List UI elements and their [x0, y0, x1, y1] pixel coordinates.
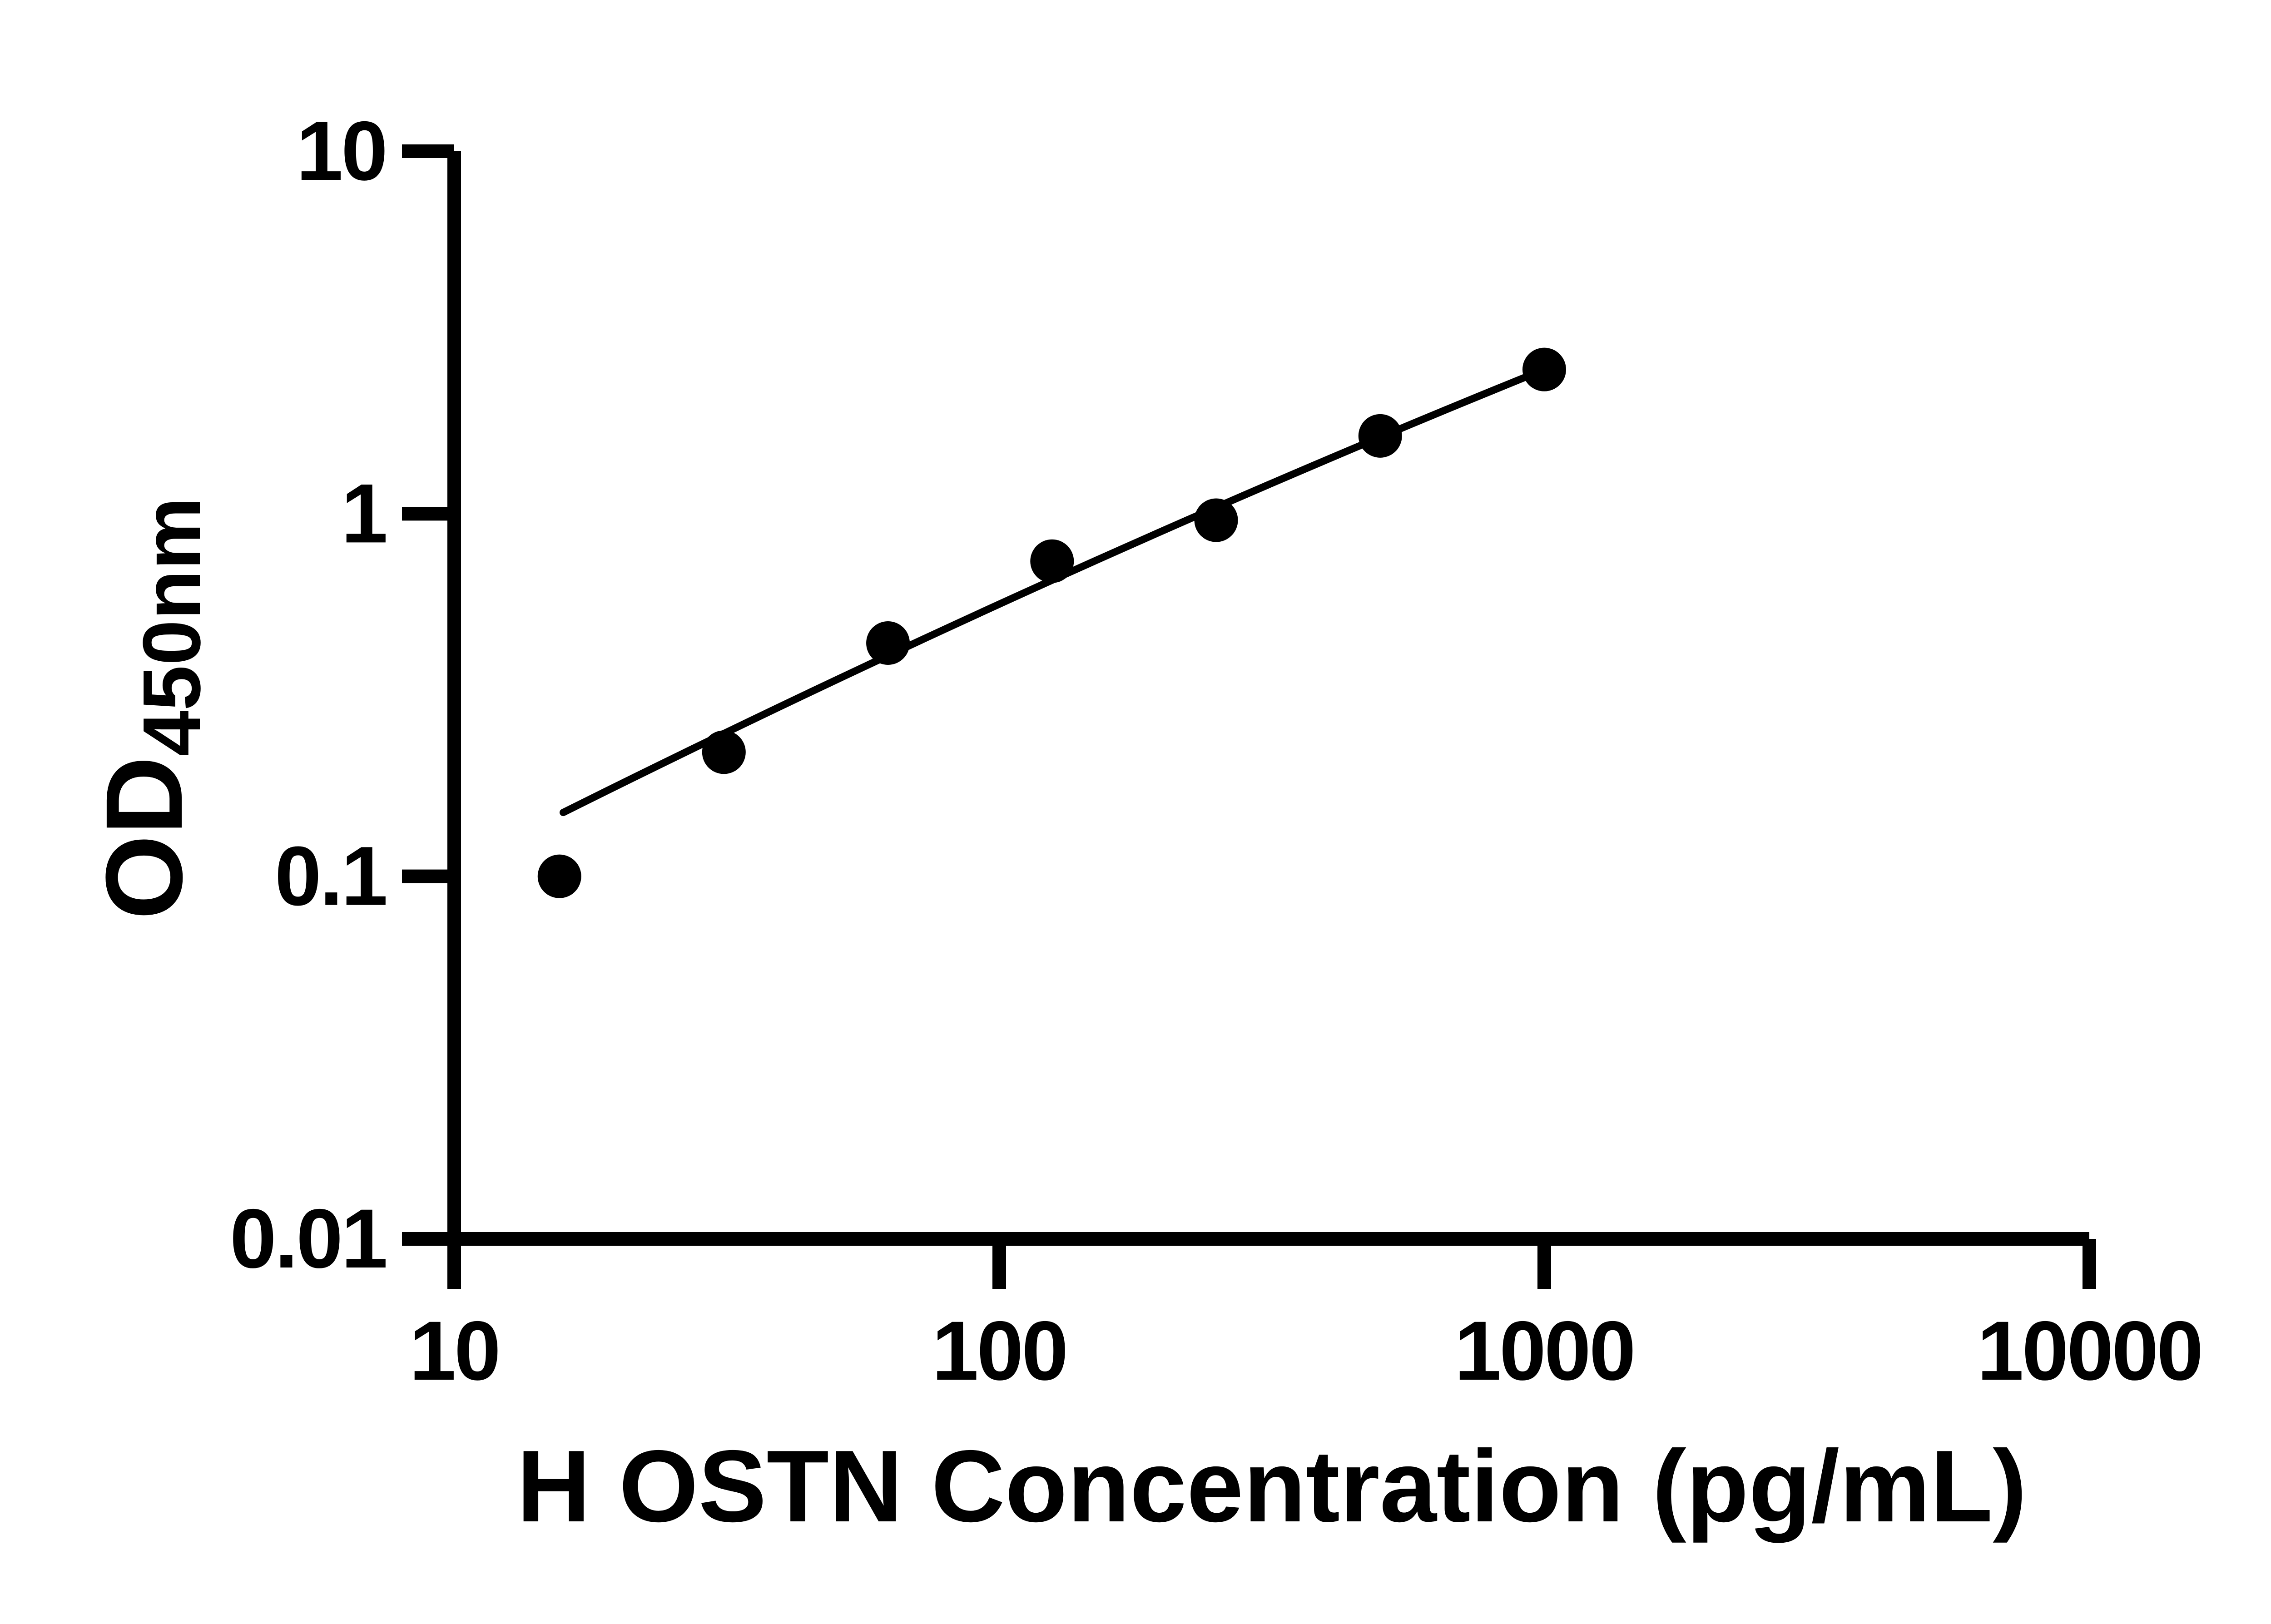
- y-tick-label: 1: [341, 467, 386, 560]
- data-point: [537, 854, 581, 898]
- x-tick-label: 100: [932, 1304, 1067, 1398]
- y-axis-title-main: OD: [83, 756, 205, 920]
- y-axis-title-subscript: 450nm: [126, 497, 218, 756]
- x-axis-title: H OSTN Concentration (pg/mL): [517, 1429, 2027, 1543]
- axis-lines: [447, 151, 2089, 1246]
- ticks-layer: [402, 144, 2096, 1289]
- y-tick-label: 0.1: [275, 830, 386, 923]
- x-tick-label: 10: [409, 1304, 499, 1398]
- axes-layer: [447, 151, 2089, 1246]
- series-layer: [537, 347, 1566, 898]
- data-point: [1194, 498, 1238, 542]
- data-point: [1030, 539, 1074, 583]
- y-axis-title: OD450nm: [83, 497, 218, 920]
- x-tick-label: 1000: [1454, 1304, 1634, 1398]
- x-tick-label: 10000: [1977, 1304, 2202, 1398]
- data-point: [866, 621, 910, 665]
- y-tick-label: 0.01: [230, 1192, 386, 1286]
- data-point: [702, 730, 746, 774]
- y-tick-label: 10: [296, 104, 386, 198]
- data-point: [1358, 414, 1402, 458]
- data-point: [1522, 347, 1566, 391]
